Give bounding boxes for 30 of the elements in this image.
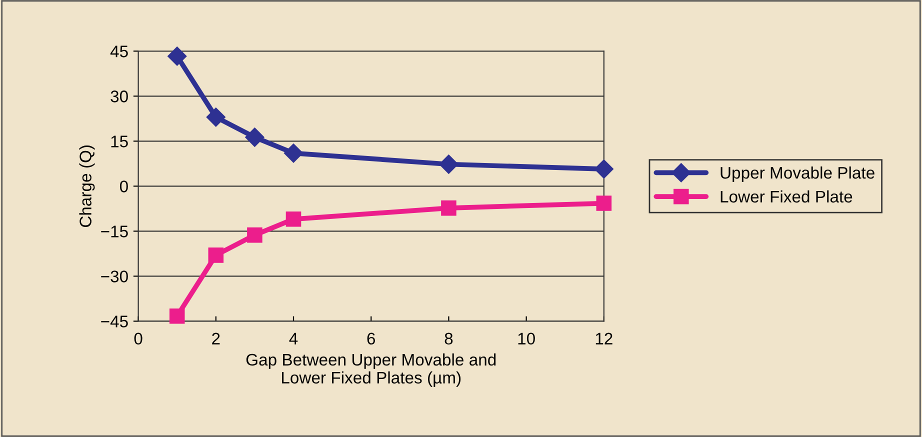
point [594,160,614,179]
y-tick-label: −15 [101,226,128,238]
point [439,154,458,174]
point [168,46,187,66]
point [206,108,226,127]
point [286,212,302,227]
y-tick-label: −45 [101,316,128,328]
x-tick-label: 0 [134,332,142,345]
point [441,200,456,216]
x-tick-label: 8 [444,332,453,345]
point [208,248,224,263]
x-tick-label: 12 [596,332,612,344]
x-tick-label: 6 [367,332,376,345]
point [245,128,264,147]
x-tick-label: 4 [289,332,298,344]
point [247,227,262,243]
point [169,308,185,324]
y-tick-label: 0 [120,180,128,192]
y-axis-title: Charge (Q) [79,146,95,227]
legend-label: Upper Movable Plate [720,166,874,182]
x-tick-label: 2 [212,332,220,344]
y-tick-label: 15 [111,136,128,148]
legend-label: Lower Fixed Plate [720,190,852,203]
y-tick-label: −30 [101,270,128,282]
point [284,144,304,163]
x-tick-label: 10 [518,332,535,345]
x-axis-title: Gap Between Upper Movable and Lower Fixed Plates (µm) [246,353,496,387]
y-tick-label: 30 [110,90,128,102]
y-tick-label: 45 [110,46,128,58]
point [596,196,612,211]
